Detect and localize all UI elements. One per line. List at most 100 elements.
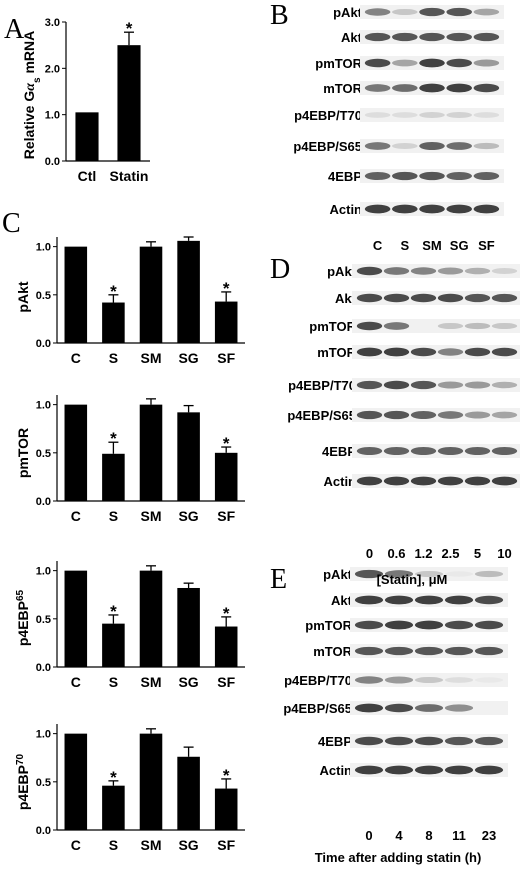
- panel-e-band: [474, 736, 504, 746]
- panel-d-band: [437, 381, 464, 389]
- panel-c-p4ebp65-ytick-label: 0.5: [36, 614, 51, 626]
- panel-c-p4ebp65-bar-sg: [177, 587, 200, 667]
- panel-d-band: [356, 293, 383, 303]
- panel-letter-e: E: [270, 564, 287, 595]
- panel-b-band: [392, 204, 418, 214]
- panel-e-band: [354, 765, 384, 775]
- panel-c-p4ebp65-category-label: C: [71, 674, 81, 690]
- panel-d-band: [356, 321, 383, 331]
- panel-e-band: [444, 620, 474, 630]
- panel-e-band: [354, 595, 384, 605]
- panel-b-band: [446, 171, 472, 181]
- panel-d-band: [383, 446, 410, 456]
- panel-e-band: [444, 736, 474, 746]
- panel-c-p4ebp70-category-label: S: [109, 837, 118, 853]
- panel-d-band: [491, 268, 518, 274]
- panel-b-row-label: p4EBP/S65: [293, 139, 362, 154]
- panel-d-band: [383, 267, 410, 275]
- panel-b-band: [392, 59, 418, 67]
- panel-c-p4ebp65-ytick-label: 1.0: [36, 566, 51, 578]
- panel-d-row-label: mTOR: [317, 345, 356, 360]
- panel-d-lane-label: 2.5: [441, 546, 459, 561]
- panel-c-pmtor-bar-s: [102, 453, 125, 501]
- panel-c-p4ebp70-category-label: SG: [178, 837, 198, 853]
- panel-d-band: [437, 348, 464, 356]
- panel-b-band: [446, 204, 472, 214]
- panel-d-row-label: Actin: [324, 474, 357, 489]
- panel-a-bar-statin: [117, 45, 141, 161]
- panel-d-band: [410, 347, 437, 357]
- panel-b-band: [446, 83, 472, 93]
- panel-e-band: [354, 646, 384, 656]
- panel-letter-a: A: [4, 14, 25, 45]
- panel-e-band: [384, 595, 414, 605]
- panel-d-lane-label: 0.6: [387, 546, 405, 561]
- panel-c-pakt-significance: *: [110, 282, 117, 301]
- panel-e-lane-label: 8: [425, 828, 432, 843]
- panel-b-row-label: Akt: [341, 30, 363, 45]
- panel-d-band: [491, 411, 518, 419]
- panel-d-lane-label: 5: [474, 546, 481, 561]
- panel-c-p4ebp70-bar-sm: [139, 733, 163, 830]
- panel-e-band: [474, 620, 504, 630]
- panel-d-band: [464, 347, 491, 357]
- panel-a-ytick-label: 1.0: [45, 110, 60, 122]
- panel-c-pmtor-bar-sf: [214, 452, 238, 501]
- panel-b-lane-label: SM: [422, 238, 442, 253]
- panel-e-band: [384, 570, 414, 578]
- panel-e-band: [414, 570, 444, 578]
- panel-a-ytick-label: 0.0: [45, 156, 60, 168]
- panel-e-lane-label: 11: [452, 828, 466, 843]
- panel-c-p4ebp70-ytick-label: 1.0: [36, 729, 51, 741]
- panel-c-p4ebp65-significance: *: [223, 604, 230, 623]
- panel-b-band: [364, 204, 391, 214]
- panel-d-band: [437, 322, 464, 330]
- panel-c-p4ebp70-category-label: C: [71, 837, 81, 853]
- panel-b-band: [364, 58, 391, 68]
- panel-c-p4ebp70-bar-s: [102, 785, 125, 830]
- panel-e-lane-label: 23: [482, 828, 496, 843]
- panel-e-band: [414, 620, 444, 630]
- panel-d-band: [356, 476, 383, 486]
- panel-d-band: [383, 476, 410, 486]
- panel-e-band: [384, 646, 414, 656]
- panel-b-band: [473, 59, 500, 67]
- panel-e-band: [354, 736, 384, 746]
- panel-e-band: [444, 704, 474, 712]
- panel-b-band: [473, 8, 500, 16]
- panel-d-band: [437, 476, 464, 486]
- panel-d-western-blot: pAkt Akt pmTOR mTOR p4EBP/T70 p4EBP/S65 4EBP Ac…: [287, 264, 520, 561]
- panel-d-row-label: p4EBP/S65: [287, 408, 356, 423]
- panel-e-band: [414, 704, 444, 712]
- panel-c-p4ebp70-chart: 0.0 0.5 1.0 C * S SM SG * SF: [36, 724, 245, 853]
- panel-b-lane-label: C: [373, 238, 383, 253]
- panel-c-pakt-category-label: S: [109, 350, 118, 366]
- panel-c-pakt-ylabel: pAkt: [15, 281, 31, 312]
- panel-b-band: [446, 7, 472, 17]
- panel-c-pmtor-bar-sg: [177, 412, 200, 501]
- panel-b-band: [446, 112, 472, 118]
- panel-c-pakt-category-label: SF: [217, 350, 235, 366]
- panel-d-band: [491, 293, 518, 303]
- panel-b-lane-label: SG: [450, 238, 469, 253]
- panel-d-band: [464, 293, 491, 303]
- panel-b-band: [419, 141, 445, 151]
- panel-b-band: [473, 204, 500, 214]
- panel-d-caption: [Statin], μM: [377, 572, 448, 587]
- panel-c-p4ebp65-category-label: SG: [178, 674, 198, 690]
- panel-b-band: [446, 58, 472, 68]
- panel-c-p4ebp70-ylabel: p4EBP70: [15, 753, 32, 810]
- panel-b-band: [364, 84, 391, 92]
- panel-e-band: [444, 765, 474, 775]
- panel-c-pakt-bar-sg: [177, 240, 200, 343]
- panel-b-band: [392, 32, 418, 42]
- panel-b-band: [473, 142, 500, 150]
- panel-b-band: [392, 171, 418, 181]
- panel-a-significance: *: [126, 19, 133, 38]
- panel-e-row-label: Actin: [320, 763, 353, 778]
- panel-b-band: [419, 58, 445, 68]
- panel-c-p4ebp70-bar-sf: [214, 788, 238, 830]
- panel-c-p4ebp70-ytick-label: 0.5: [36, 777, 51, 789]
- panel-a-ytick-label: 3.0: [45, 17, 60, 29]
- panel-d-band: [410, 410, 437, 420]
